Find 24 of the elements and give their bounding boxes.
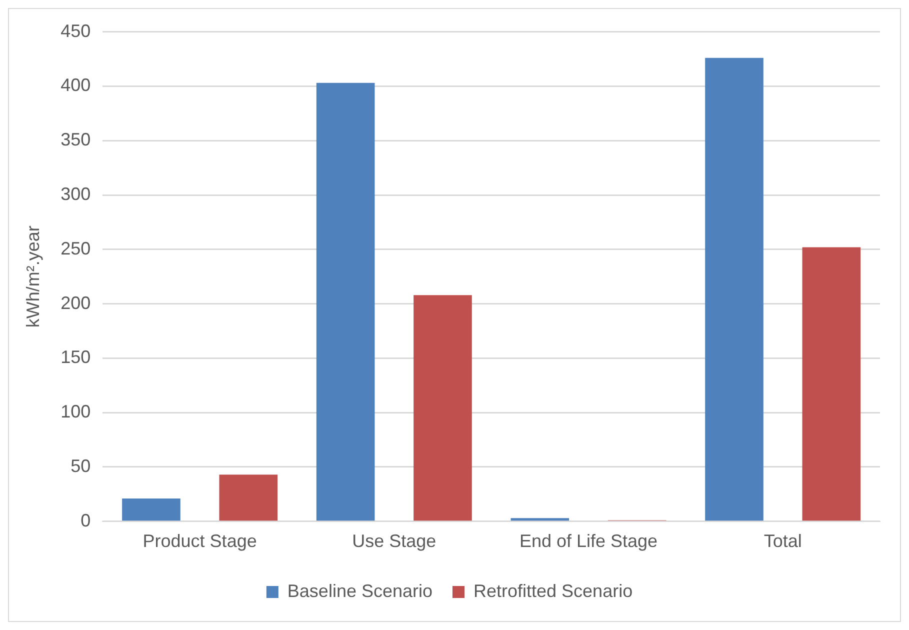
legend-label: Retrofitted Scenario bbox=[474, 580, 633, 601]
y-tick-label: 400 bbox=[60, 75, 91, 96]
y-tick-label: 150 bbox=[60, 347, 91, 368]
bar bbox=[510, 518, 570, 521]
x-tick-label: Product Stage bbox=[142, 531, 257, 552]
y-tick-label: 450 bbox=[60, 20, 91, 41]
y-tick-label: 0 bbox=[80, 510, 91, 530]
bar bbox=[122, 498, 180, 521]
y-tick-label: 50 bbox=[70, 456, 91, 476]
y-tick-label: 350 bbox=[60, 130, 91, 150]
legend-label: Baseline Scenario bbox=[287, 580, 433, 601]
bar bbox=[316, 82, 375, 521]
x-tick-label: Use Stage bbox=[352, 531, 436, 552]
bar bbox=[705, 58, 764, 521]
x-tick-label: Total bbox=[764, 531, 802, 552]
y-tick-label: 100 bbox=[60, 402, 91, 422]
y-tick-label: 200 bbox=[60, 292, 91, 313]
y-tick-label: 250 bbox=[60, 238, 91, 258]
bar bbox=[414, 295, 472, 521]
y-tick-label: 300 bbox=[60, 184, 91, 204]
y-axis-title: kWh/m².year bbox=[22, 226, 43, 328]
bar bbox=[802, 247, 861, 521]
x-tick-label: End of Life Stage bbox=[519, 531, 658, 552]
bar bbox=[219, 474, 278, 521]
